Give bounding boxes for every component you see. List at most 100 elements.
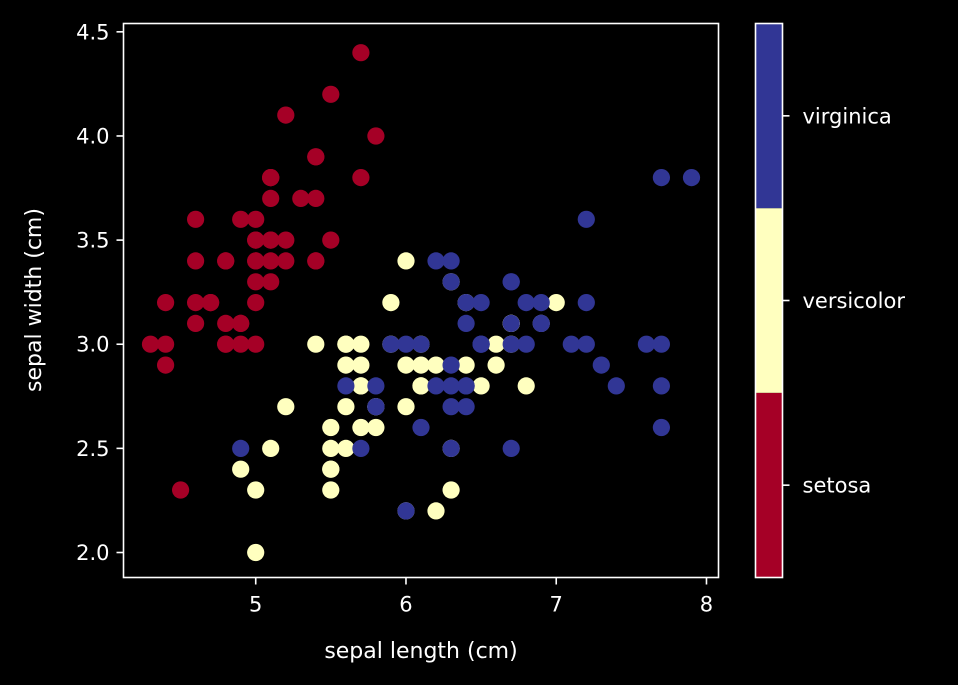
point-virginica-111 [457, 398, 475, 416]
point-versicolor-83 [397, 398, 415, 416]
point-versicolor-93 [247, 481, 265, 499]
point-setosa-37 [232, 210, 250, 228]
y-tick-label-3.0: 3.0 [76, 333, 109, 357]
point-versicolor-59 [277, 398, 295, 416]
point-virginica-129 [577, 335, 595, 353]
point-versicolor-88 [337, 335, 355, 353]
point-setosa-35 [247, 294, 265, 312]
point-virginica-131 [682, 169, 701, 187]
point-versicolor-54 [472, 377, 490, 395]
point-virginica-122 [652, 377, 671, 395]
point-setosa-3 [187, 314, 205, 332]
y-tick-label-4.5: 4.5 [76, 20, 109, 44]
y-tick-label-2.0: 2.0 [76, 541, 109, 565]
point-setosa-33 [322, 85, 340, 103]
point-setosa-21 [262, 189, 280, 207]
point-versicolor-87 [442, 481, 460, 499]
point-virginica-121 [337, 377, 355, 395]
point-virginica-108 [502, 439, 520, 457]
point-versicolor-78 [397, 356, 415, 374]
point-setosa-41 [172, 481, 190, 499]
point-setosa-32 [277, 106, 295, 124]
point-virginica-133 [442, 377, 460, 395]
point-virginica-148 [427, 252, 445, 270]
point-virginica-109 [577, 210, 595, 228]
point-versicolor-90 [322, 418, 340, 437]
point-versicolor-79 [352, 418, 370, 437]
x-tick-label-8: 8 [700, 593, 713, 617]
point-virginica-137 [457, 314, 475, 332]
point-versicolor-63 [412, 356, 430, 374]
y-axis-ticks: 2.0 2.5 3.0 3.5 4.0 4.5 [76, 20, 124, 565]
point-virginica-132 [457, 377, 475, 395]
point-virginica-134 [412, 418, 430, 437]
point-versicolor-60 [247, 543, 265, 562]
point-setosa-18 [352, 169, 370, 187]
y-tick-label-4.0: 4.0 [76, 124, 109, 148]
point-virginica-100 [442, 273, 460, 291]
point-virginica-118 [652, 418, 671, 437]
point-virginica-103 [442, 356, 460, 374]
point-virginica-144 [502, 273, 520, 291]
point-setosa-39 [262, 252, 280, 270]
point-setosa-43 [247, 231, 265, 249]
point-virginica-130 [607, 377, 625, 395]
point-versicolor-70 [382, 294, 400, 312]
point-virginica-143 [517, 294, 535, 312]
point-versicolor-89 [322, 439, 340, 457]
point-versicolor-95 [352, 335, 370, 353]
point-virginica-120 [532, 294, 550, 312]
point-virginica-126 [427, 377, 445, 395]
point-virginica-123 [442, 398, 460, 416]
point-setosa-26 [247, 252, 265, 270]
point-setosa-10 [307, 189, 325, 207]
point-setosa-49 [247, 273, 265, 291]
point-setosa-30 [217, 314, 235, 332]
point-virginica-149 [382, 335, 400, 353]
point-setosa-36 [322, 231, 340, 249]
point-virginica-119 [397, 502, 415, 520]
point-versicolor-98 [262, 439, 280, 457]
point-virginica-112 [517, 335, 535, 353]
point-setosa-22 [187, 210, 205, 228]
point-setosa-6 [187, 252, 205, 270]
point-setosa-25 [247, 335, 265, 353]
point-setosa-16 [307, 148, 325, 166]
point-setosa-34 [232, 314, 250, 332]
point-setosa-38 [157, 335, 175, 353]
point-virginica-115 [457, 294, 475, 312]
point-setosa-47 [187, 294, 205, 312]
point-versicolor-75 [487, 335, 505, 353]
point-versicolor-85 [397, 252, 415, 270]
point-virginica-146 [442, 439, 460, 457]
point-setosa-23 [262, 273, 280, 291]
colorbar-label-virginica: virginica [803, 104, 892, 128]
point-virginica-141 [532, 314, 550, 332]
point-setosa-45 [217, 335, 235, 353]
point-virginica-106 [232, 439, 250, 457]
point-setosa-48 [292, 189, 310, 207]
plot-frame [122, 22, 720, 579]
colorbar-frame [754, 22, 784, 579]
colorbar-segment-setosa [755, 392, 783, 578]
point-virginica-147 [472, 335, 490, 353]
colorbar-label-versicolor: versicolor [803, 289, 906, 313]
x-tick-label-5: 5 [249, 593, 262, 617]
point-setosa-15 [352, 44, 370, 62]
x-tick-label-7: 7 [550, 593, 563, 617]
point-virginica-138 [397, 335, 415, 353]
x-axis-ticks: 5 6 7 8 [249, 577, 713, 617]
point-virginica-142 [367, 398, 385, 416]
colorbar-segment-versicolor [755, 208, 783, 393]
colorbar-segment-virginica [755, 23, 783, 209]
y-tick-label-3.5: 3.5 [76, 229, 109, 253]
point-versicolor-58 [487, 356, 505, 374]
scatter-points [141, 44, 701, 562]
point-setosa-13 [141, 335, 160, 353]
point-setosa-31 [307, 252, 325, 270]
point-setosa-24 [217, 252, 235, 270]
point-setosa-46 [262, 169, 280, 187]
colorbar: setosa versicolor virginica [754, 22, 906, 579]
point-setosa-1 [232, 335, 250, 353]
